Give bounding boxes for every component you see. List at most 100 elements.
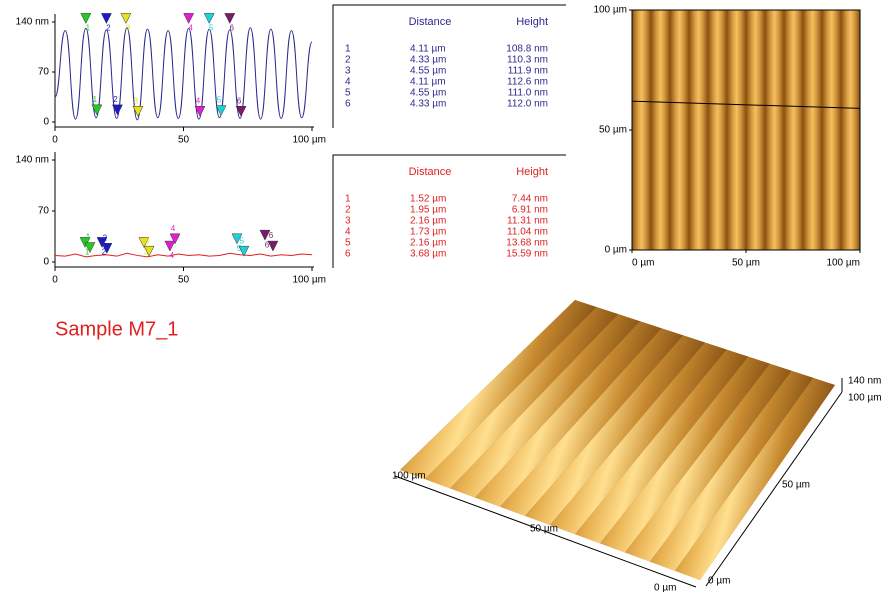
cut-line [631, 100, 861, 109]
x-tick-label: 50 [178, 135, 190, 146]
right-axis-label: 0 µm [708, 576, 730, 587]
cursor-label: 2 [113, 95, 118, 104]
table-cell: 7.44 nm [512, 194, 548, 205]
x-tick-label: 50 [178, 275, 190, 286]
x-tick-label: 100 µm [292, 135, 326, 146]
table-cell: 112.0 nm [507, 99, 548, 110]
cursor-label: 5 [217, 96, 222, 105]
front-axis-label: 0 µm [654, 583, 676, 592]
front-axis-label: 100 µm [392, 471, 426, 482]
cursor-marker [143, 245, 155, 257]
table-header: Height [516, 166, 548, 178]
table-cell: 6 [345, 99, 351, 110]
cursor-marker [169, 233, 181, 245]
cursor-marker [238, 245, 250, 257]
cursor-label: 6 [269, 231, 274, 240]
ridge [650, 370, 814, 571]
table-cell: 4.55 µm [410, 66, 446, 77]
table-cell: 3 [345, 66, 351, 77]
ridge [675, 377, 835, 580]
table-cell: 2.16 µm [410, 216, 446, 227]
cursor-label: 5 [240, 236, 245, 245]
right-axis [705, 391, 843, 587]
front-axis [394, 475, 697, 588]
cursor-label: 6 [265, 240, 270, 249]
cursor-label: 2 [103, 233, 108, 242]
table-border [332, 4, 566, 128]
table-cell: 111.9 nm [508, 66, 548, 77]
table-cell: 4.33 µm [410, 99, 446, 110]
cursor-label: 4 [171, 224, 176, 233]
table-cell: 3.68 µm [410, 249, 446, 260]
cursor-label: 3 [145, 236, 150, 245]
table-cell: 1 [345, 44, 351, 55]
x-tick-label: 100 µm [826, 258, 860, 269]
table-cell: 2 [345, 205, 351, 216]
y-tick-label: 70 [38, 67, 50, 78]
y-tick-label: 0 µm [605, 245, 627, 256]
table-cell: 1 [345, 194, 351, 205]
cursor-label: 2 [102, 248, 107, 257]
x-tick-label: 100 µm [292, 275, 326, 286]
table-cell: 4.55 µm [410, 88, 446, 99]
x-tick-label: 0 [52, 275, 58, 286]
y-tick-label: 140 nm [16, 17, 49, 28]
cursor-label: 5 [237, 244, 242, 253]
ridge [400, 300, 597, 480]
table-cell: 112.6 nm [507, 77, 548, 88]
cursor-marker [138, 237, 150, 248]
cursor-marker [100, 13, 112, 24]
ridge [600, 356, 770, 553]
cursor-label: 4 [170, 251, 175, 260]
table-cell: 108.8 nm [506, 44, 548, 55]
cursor-marker [101, 243, 113, 254]
cursor-marker [224, 13, 236, 24]
table-cell: 4.11 µm [410, 44, 446, 55]
ridge [575, 349, 749, 544]
table-cell: 11.31 nm [507, 216, 548, 227]
y-tick-label: 70 [38, 206, 50, 217]
cursor-marker [120, 13, 132, 24]
table-cell: 1.73 µm [410, 227, 446, 238]
cursor-marker [194, 106, 206, 117]
axis [54, 152, 314, 268]
table-cell: 13.68 nm [506, 238, 548, 249]
right-axis-label: 100 µm [848, 393, 882, 404]
table-header: Height [516, 16, 548, 28]
y-tick-label: 140 nm [16, 155, 49, 166]
ridge [425, 307, 619, 489]
y-tick-label: 0 [43, 257, 49, 268]
y-tick-label: 100 µm [593, 5, 627, 16]
cursor-marker [259, 229, 271, 241]
cursor-label: 6 [237, 96, 242, 105]
cursor-label: 6 [230, 24, 235, 33]
cursor-label: 1 [85, 248, 90, 257]
table-cell: 4 [345, 227, 351, 238]
table-cell: 11.04 nm [507, 227, 548, 238]
x-tick-label: 0 [52, 135, 58, 146]
cursor-marker [84, 242, 96, 254]
table-border [332, 154, 566, 268]
x-tick-label: 0 µm [632, 258, 654, 269]
afm-image: 100 µm 50 µm 0 µm 0 µm 50 µm 100 µm [593, 5, 861, 269]
cursor-marker [80, 13, 92, 24]
table-cell: 2.16 µm [410, 238, 446, 249]
cursor-marker [231, 233, 243, 245]
cursor-label: 1 [93, 95, 98, 104]
table-cell: 1.52 µm [410, 194, 446, 205]
table-cell: 5 [345, 88, 351, 99]
cursor-marker [112, 104, 123, 116]
ridge [625, 363, 792, 562]
cursor-marker [183, 13, 195, 24]
ridge [475, 321, 662, 507]
right-axis-label: 50 µm [782, 480, 810, 491]
table-cell: 111.0 nm [508, 88, 548, 99]
cursor-label: 3 [144, 248, 149, 257]
profile-line [54, 252, 313, 258]
height-map [632, 10, 860, 250]
cursor-label: 4 [196, 96, 201, 105]
y-tick-label: 0 [43, 117, 49, 128]
cursor-marker [91, 104, 103, 116]
ridge [450, 314, 640, 498]
